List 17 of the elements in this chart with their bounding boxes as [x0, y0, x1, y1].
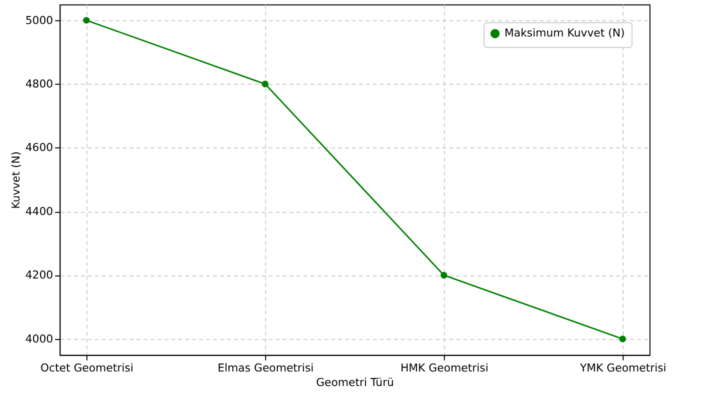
- point: [83, 16, 90, 24]
- x-tick-label: Octet Geometrisi: [40, 361, 134, 374]
- legend-label: Maksimum Kuvvet (N): [504, 26, 625, 40]
- x-axis-title: Geometri Türü: [316, 376, 394, 390]
- point: [619, 336, 626, 342]
- point: [440, 272, 448, 279]
- y-tick-label: 4400: [25, 204, 54, 218]
- x-tick-label: HMK Geometrisi: [400, 361, 488, 374]
- y-tick-label: 4800: [25, 77, 54, 90]
- y-tick-label: 4200: [25, 268, 54, 282]
- point: [262, 80, 268, 88]
- y-axis-title: Kuvvet (N): [9, 151, 22, 209]
- y-tick-label: 5000: [25, 14, 54, 27]
- y-tick-label: 4600: [25, 141, 54, 154]
- x-tick-label: Elmas Geometrisi: [218, 361, 314, 374]
- x-tick-label: YMK Geometrisi: [578, 361, 666, 374]
- y-tick-label: 4000: [25, 332, 54, 346]
